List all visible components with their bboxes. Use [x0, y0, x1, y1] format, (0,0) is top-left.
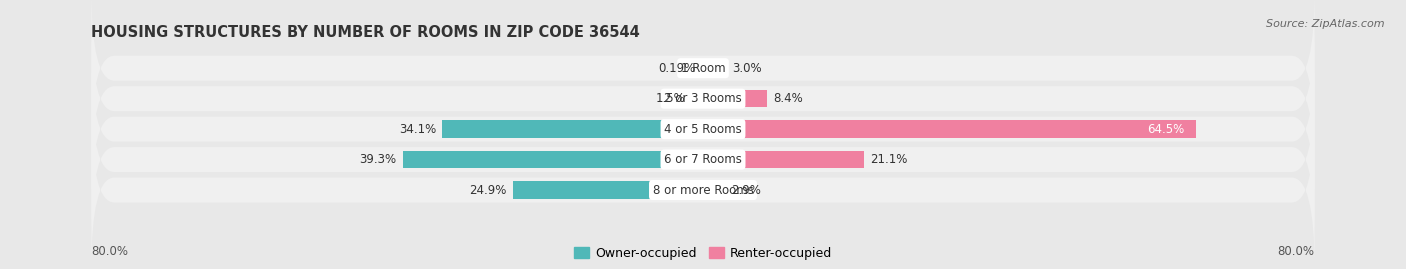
FancyBboxPatch shape: [91, 0, 1315, 147]
Bar: [703, 59, 725, 77]
FancyBboxPatch shape: [91, 50, 1315, 208]
Text: 80.0%: 80.0%: [1278, 245, 1315, 258]
Bar: [443, 120, 703, 138]
Bar: [702, 59, 703, 77]
Text: 4 or 5 Rooms: 4 or 5 Rooms: [664, 123, 742, 136]
FancyBboxPatch shape: [91, 20, 1315, 178]
Text: 6 or 7 Rooms: 6 or 7 Rooms: [664, 153, 742, 166]
Bar: [703, 90, 768, 108]
Text: 1.5%: 1.5%: [655, 92, 685, 105]
Legend: Owner-occupied, Renter-occupied: Owner-occupied, Renter-occupied: [568, 242, 838, 265]
Text: 39.3%: 39.3%: [360, 153, 396, 166]
Text: 80.0%: 80.0%: [91, 245, 128, 258]
Text: 34.1%: 34.1%: [399, 123, 436, 136]
Bar: [703, 181, 725, 199]
Bar: [402, 151, 703, 168]
Text: 8 or more Rooms: 8 or more Rooms: [652, 183, 754, 197]
Text: 0.19%: 0.19%: [658, 62, 696, 75]
Text: Source: ZipAtlas.com: Source: ZipAtlas.com: [1267, 19, 1385, 29]
Text: 64.5%: 64.5%: [1147, 123, 1185, 136]
Text: 1 Room: 1 Room: [681, 62, 725, 75]
Text: 2.9%: 2.9%: [731, 183, 761, 197]
Text: 21.1%: 21.1%: [870, 153, 908, 166]
FancyBboxPatch shape: [91, 81, 1315, 238]
Text: 8.4%: 8.4%: [773, 92, 803, 105]
Text: 2 or 3 Rooms: 2 or 3 Rooms: [664, 92, 742, 105]
Bar: [703, 120, 1197, 138]
FancyBboxPatch shape: [91, 111, 1315, 269]
Bar: [692, 90, 703, 108]
Text: 3.0%: 3.0%: [733, 62, 762, 75]
Bar: [703, 151, 865, 168]
Text: HOUSING STRUCTURES BY NUMBER OF ROOMS IN ZIP CODE 36544: HOUSING STRUCTURES BY NUMBER OF ROOMS IN…: [91, 25, 640, 40]
Text: 24.9%: 24.9%: [470, 183, 506, 197]
Bar: [513, 181, 703, 199]
